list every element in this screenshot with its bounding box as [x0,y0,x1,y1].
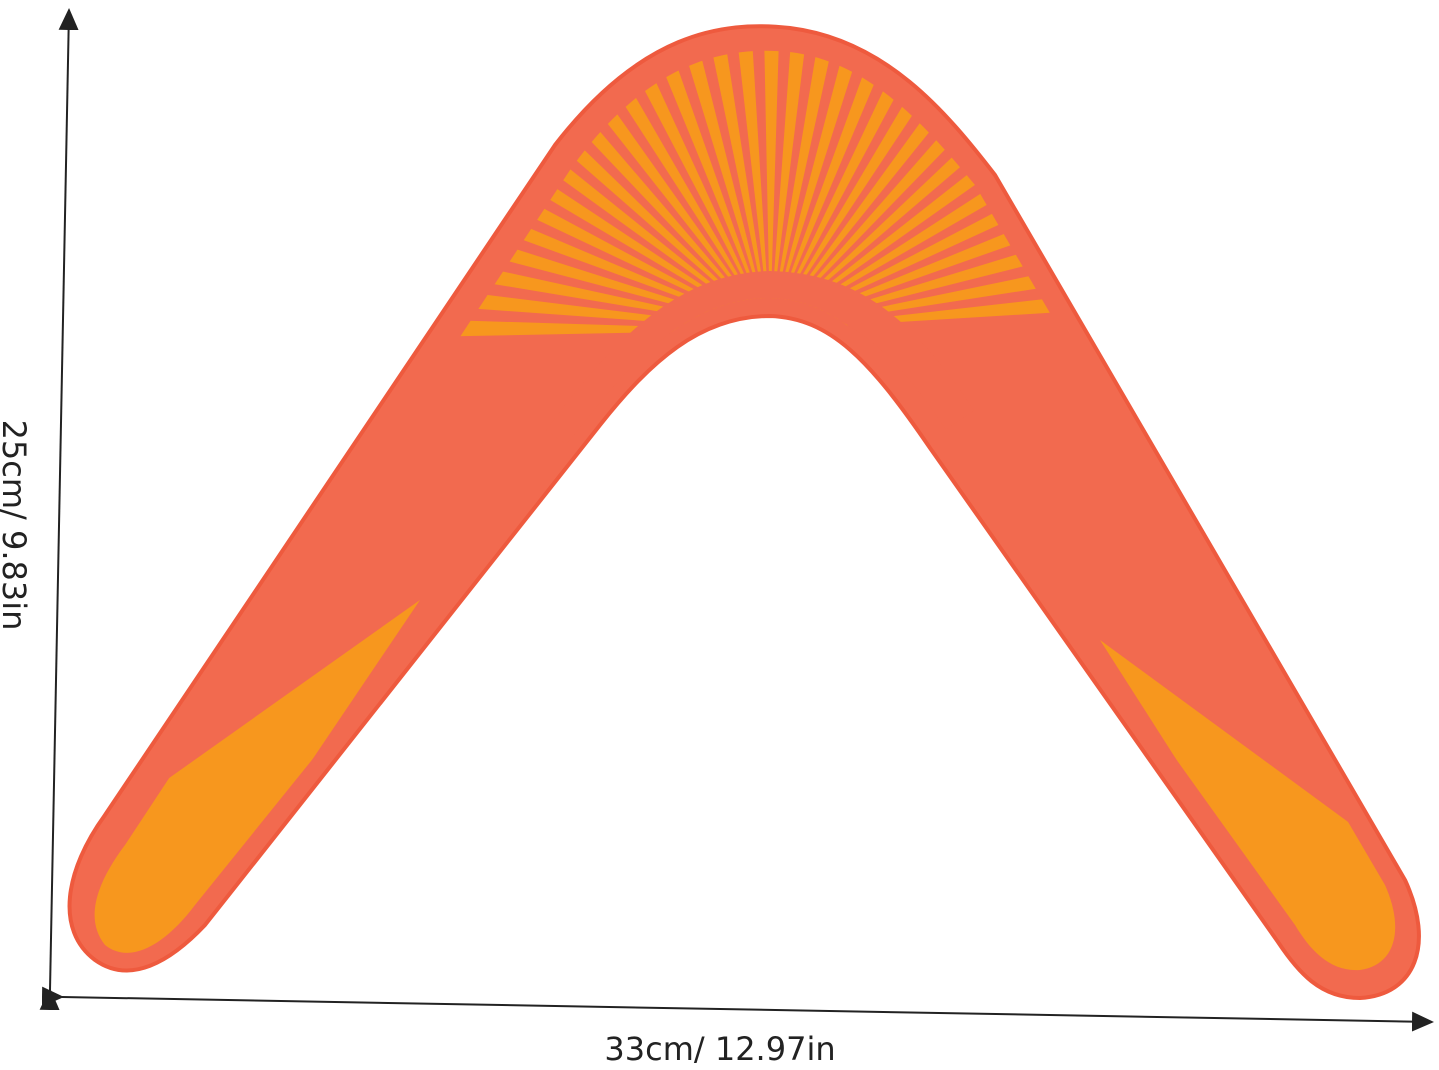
tip-stripe [1100,640,1396,971]
tip-stripe [94,600,420,971]
inner-band [546,270,975,451]
width-label: 33cm/ 12.97in [604,1030,836,1068]
width-dimension-line [41,986,1434,1032]
height-dimension-line [39,8,79,1011]
height-label: 25cm/ 9.83in [0,419,33,631]
